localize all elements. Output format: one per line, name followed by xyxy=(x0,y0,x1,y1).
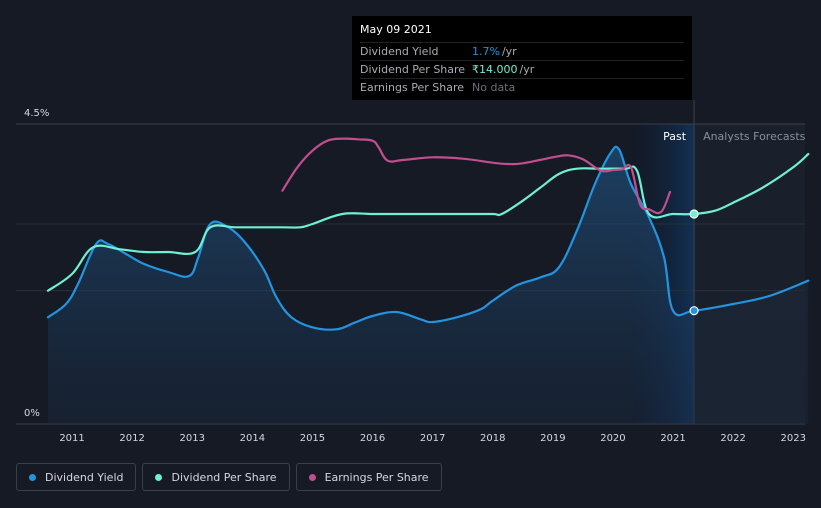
forecast-label: Analysts Forecasts xyxy=(703,130,806,143)
x-tick-label: 2018 xyxy=(480,433,505,444)
legend-dividend-yield[interactable]: Dividend Yield xyxy=(16,463,137,491)
tooltip-value: No data xyxy=(472,81,516,94)
dividend-per-share-line xyxy=(46,152,810,292)
x-tick-label: 2014 xyxy=(240,433,265,444)
tooltip-value: ₹14.000 xyxy=(472,63,518,76)
dividend-yield-area xyxy=(48,146,695,424)
x-tick-label: 2020 xyxy=(600,433,625,444)
legend-dividend-per-share[interactable]: Dividend Per Share xyxy=(142,463,290,491)
x-tick-label: 2019 xyxy=(540,433,565,444)
tooltip-unit: /yr xyxy=(519,63,535,76)
earnings-per-share-line xyxy=(281,137,672,215)
x-tick-label: 2022 xyxy=(720,433,745,444)
tooltip-value: 1.7% xyxy=(472,45,500,58)
legend-earnings-per-share[interactable]: Earnings Per Share xyxy=(295,463,442,491)
legend-dot-icon xyxy=(29,473,36,481)
tooltip-row-yield: Dividend Yield 1.7% /yr xyxy=(360,42,684,60)
legend-dot-icon xyxy=(155,473,163,481)
x-tick-label: 2011 xyxy=(59,433,84,444)
legend: Dividend Yield Dividend Per Share Earnin… xyxy=(16,463,442,491)
x-tick-label: 2013 xyxy=(180,433,205,444)
dividend-per-share-marker xyxy=(689,209,699,219)
x-tick-label: 2023 xyxy=(781,433,806,444)
past-label: Past xyxy=(663,130,687,143)
x-tick-label: 2021 xyxy=(660,433,685,444)
legend-label: Dividend Per Share xyxy=(171,470,277,484)
tooltip-label: Dividend Per Share xyxy=(360,63,466,76)
tooltip: May 09 2021 Dividend Yield 1.7% /yr Divi… xyxy=(352,16,692,100)
dividend-yield-marker xyxy=(689,306,699,316)
y-tick-label: 0% xyxy=(24,408,40,419)
tooltip-label: Dividend Yield xyxy=(360,45,439,58)
x-tick-label: 2015 xyxy=(300,433,325,444)
tooltip-label: Earnings Per Share xyxy=(360,81,465,94)
y-tick-label: 4.5% xyxy=(24,108,49,119)
dividend-yield-forecast-area xyxy=(694,280,809,424)
x-tick-label: 2016 xyxy=(360,433,385,444)
tooltip-row-dps: Dividend Per Share ₹14.000 /yr xyxy=(360,60,684,78)
legend-label: Earnings Per Share xyxy=(324,470,429,484)
tooltip-date: May 09 2021 xyxy=(360,23,432,36)
x-tick-label: 2012 xyxy=(119,433,144,444)
legend-label: Dividend Yield xyxy=(45,470,124,484)
tooltip-row-eps: Earnings Per Share No data xyxy=(360,78,684,96)
dividend-yield-line xyxy=(46,145,810,331)
tooltip-unit: /yr xyxy=(501,45,517,58)
legend-dot-icon xyxy=(308,473,316,481)
x-tick-label: 2017 xyxy=(420,433,445,444)
